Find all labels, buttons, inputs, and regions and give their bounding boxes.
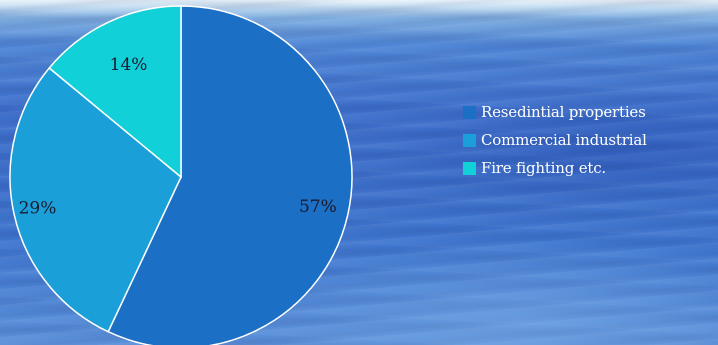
label-commercial: 29% xyxy=(19,199,57,219)
slice-commercial xyxy=(9,66,182,333)
pie-data-labels: 57% 29% 14% xyxy=(19,55,337,218)
legend-item-fire-fighting: Fire fighting etc. xyxy=(463,154,647,182)
chart-legend: Resedintial properties Commercial industr… xyxy=(463,98,647,182)
pie-slices xyxy=(9,5,353,345)
label-residential: 57% xyxy=(299,197,337,217)
legend-item-commercial: Commercial industrial xyxy=(463,126,647,154)
legend-label: Commercial industrial xyxy=(481,131,647,149)
slice-residential xyxy=(107,5,353,345)
legend-item-residential: Resedintial properties xyxy=(463,98,647,126)
legend-label: Resedintial properties xyxy=(481,103,646,121)
slice-fire-fighting xyxy=(48,5,182,179)
label-fire-fighting: 14% xyxy=(110,55,148,75)
legend-label: Fire fighting etc. xyxy=(481,159,606,177)
legend-swatch xyxy=(463,161,476,175)
legend-swatch xyxy=(463,133,476,147)
legend-swatch xyxy=(463,105,476,119)
